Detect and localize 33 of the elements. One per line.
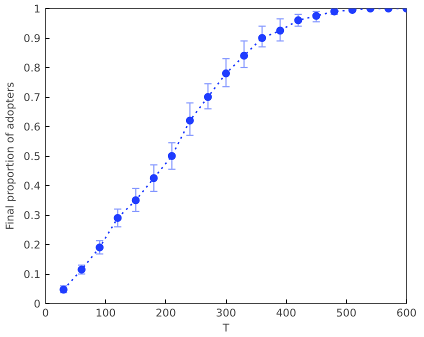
y-tick-label: 0.3 [24, 209, 41, 222]
point [204, 93, 212, 101]
x-tick-label: 200 [156, 306, 176, 320]
y-tick-label: 0.4 [24, 180, 41, 192]
y-tick-label: 0.9 [24, 32, 41, 45]
x-tick-label: 100 [95, 306, 116, 320]
point [168, 152, 176, 160]
x-tick-label: 400 [276, 306, 297, 320]
point [312, 12, 320, 20]
y-tick-label: 0.6 [24, 120, 41, 134]
point [150, 174, 158, 182]
x-tick-label: 0 [42, 306, 50, 320]
y-tick-label: 1 [34, 2, 40, 16]
x-tick-label: 600 [396, 306, 417, 320]
point [294, 16, 302, 24]
point [240, 52, 248, 60]
x-tick-label: 300 [216, 306, 236, 320]
y-tick-label: 0.2 [24, 238, 41, 252]
point [186, 116, 194, 125]
y-tick-label: 0.8 [24, 62, 41, 74]
y-tick-label: 0.5 [24, 150, 41, 163]
y-tick-label: 0.1 [24, 268, 41, 281]
point [96, 243, 104, 252]
point [222, 69, 230, 78]
point [114, 214, 122, 222]
point [132, 196, 140, 204]
point [258, 34, 266, 42]
y-tick-label: 0 [34, 298, 41, 310]
point [276, 26, 284, 35]
x-tick-label: 500 [336, 306, 357, 320]
y-tick-label: 0.7 [24, 91, 41, 104]
y-axis-title: Final proportion of adopters [4, 82, 17, 230]
x-axis-title: T [222, 322, 230, 334]
